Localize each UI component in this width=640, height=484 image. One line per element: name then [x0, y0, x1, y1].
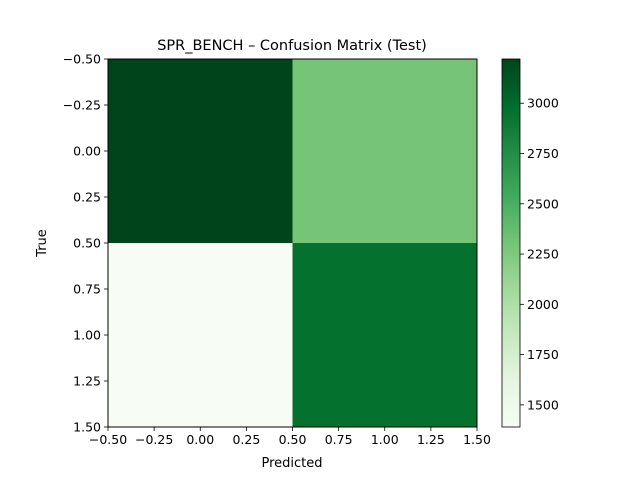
chart-title: SPR_BENCH – Confusion Matrix (Test) — [157, 38, 427, 54]
y-tick-label: 0.75 — [73, 282, 101, 297]
heatmap-cells — [108, 59, 477, 427]
heatmap-cell-0-1 — [292, 59, 477, 243]
x-tick-label: 1.50 — [463, 432, 491, 447]
colorbar-tick-label: 2000 — [527, 297, 559, 312]
y-tick-label: −0.25 — [63, 98, 101, 113]
x-tick-label: 1.00 — [371, 432, 399, 447]
colorbar — [501, 58, 521, 428]
y-tick-label: 0.50 — [73, 236, 101, 251]
y-tick-label: 1.00 — [73, 328, 101, 343]
y-axis-ticks: −0.50 −0.25 0.00 0.25 0.50 0.75 1.00 1.25 1.50 — [63, 52, 108, 435]
y-tick-label: 0.25 — [73, 190, 101, 205]
y-tick-label: 0.00 — [73, 144, 101, 159]
x-axis-label: Predicted — [261, 456, 322, 471]
heatmap-cell-1-0 — [108, 243, 293, 427]
x-tick-label: 0.75 — [325, 432, 353, 447]
y-tick-label: 1.25 — [73, 374, 101, 389]
x-tick-label: 0.25 — [232, 432, 260, 447]
colorbar-ticks: 1500 1750 2000 2250 2500 2750 3000 — [520, 96, 559, 412]
colorbar-tick-label: 2500 — [527, 196, 559, 211]
colorbar-tick-label: 1750 — [527, 347, 559, 362]
y-tick-label: 1.50 — [73, 420, 101, 435]
heatmap-cell-1-1 — [292, 243, 477, 427]
colorbar-tick-label: 2250 — [527, 247, 559, 262]
colorbar-tick-label: 1500 — [527, 397, 559, 412]
x-tick-label: 0.50 — [279, 432, 307, 447]
colorbar-tick-label: 3000 — [527, 96, 559, 111]
x-tick-label: 0.00 — [186, 432, 214, 447]
x-tick-label: −0.50 — [89, 432, 127, 447]
x-tick-label: 1.25 — [417, 432, 445, 447]
x-axis-ticks: −0.50 −0.25 0.00 0.25 0.50 0.75 1.00 1.25 1.50 — [89, 427, 491, 447]
heatmap-cell-0-0 — [108, 59, 293, 243]
x-tick-label: −0.25 — [135, 432, 173, 447]
y-axis-label: True — [35, 229, 50, 258]
y-tick-label: −0.50 — [63, 52, 101, 67]
colorbar-tick-label: 2750 — [527, 146, 559, 161]
